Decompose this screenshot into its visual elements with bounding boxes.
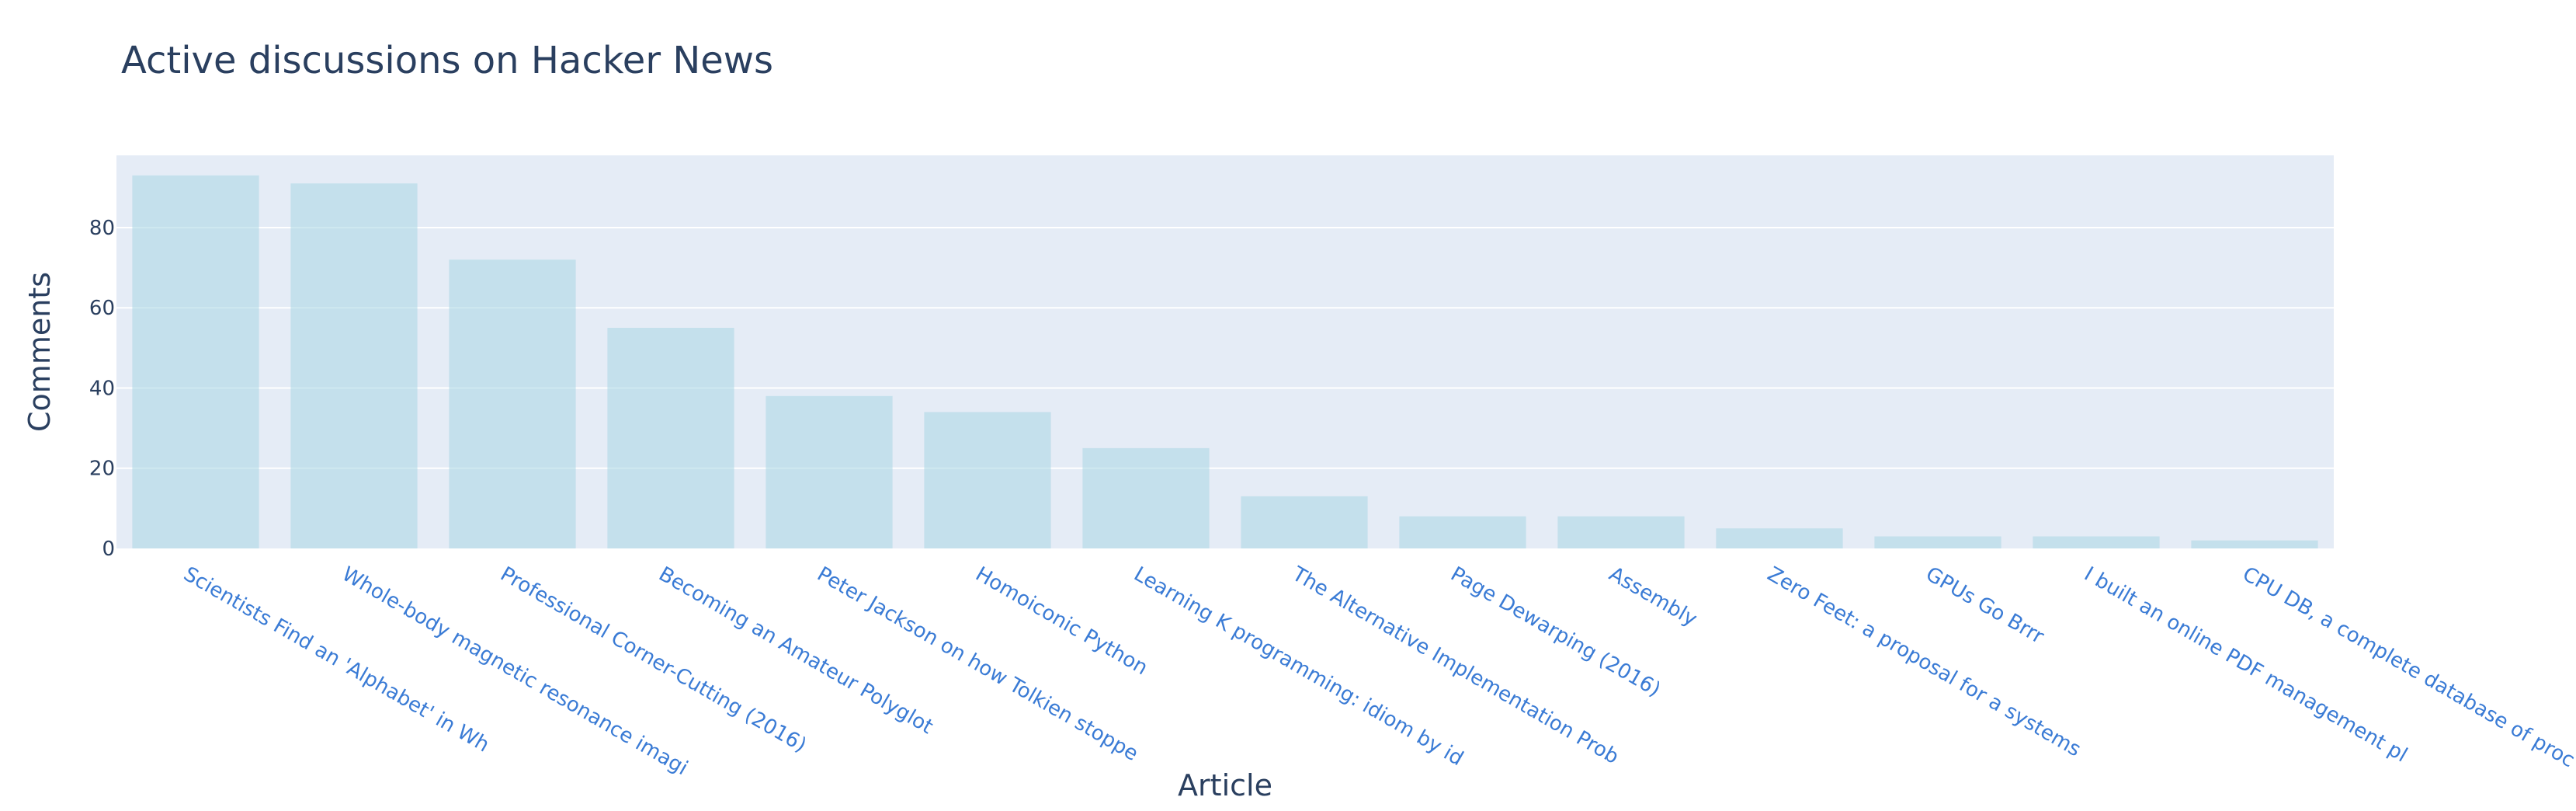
bar — [2191, 540, 2318, 548]
x-axis-title: Article — [1178, 768, 1272, 802]
bar — [1082, 447, 1210, 548]
x-tick-label: Assembly — [1605, 562, 1701, 632]
y-tick-label: 40 — [89, 377, 115, 400]
y-tick-label: 20 — [89, 458, 115, 481]
x-tick-label: Scientists Find an 'Alphabet' in Wh — [179, 562, 493, 757]
y-tick-label: 60 — [89, 297, 115, 320]
bar — [290, 183, 418, 548]
bars — [132, 175, 2318, 548]
chart-title: Active discussions on Hacker News — [121, 39, 774, 82]
bar — [1241, 496, 1368, 548]
y-axis-title: Comments — [23, 272, 57, 432]
x-tick-label: GPUs Go Brrr — [1922, 562, 2047, 649]
x-tick-label: Learning K programming: idiom by id — [1130, 562, 1467, 771]
bar — [2033, 536, 2160, 548]
bar — [1716, 528, 1843, 548]
x-tick-label: CPU DB, a complete database of proc — [2238, 562, 2576, 772]
bar — [1874, 536, 2001, 548]
bar — [766, 395, 893, 548]
x-tick-label: Zero Feet: a proposal for a systems — [1763, 562, 2085, 761]
x-tick-label: Professional Corner-Cutting (2016) — [496, 562, 810, 757]
x-tick-label: Whole-body magnetic resonance imagi — [338, 562, 692, 780]
bar — [1399, 516, 1526, 548]
y-tick-label: 80 — [89, 217, 115, 240]
x-tick-label: Peter Jackson on how Tolkien stoppe — [813, 562, 1142, 766]
x-tick-label: Becoming an Amateur Polyglot — [654, 562, 936, 739]
x-tick-label: I built an online PDF management pl — [2080, 562, 2411, 767]
x-tick-label: The Alternative Implementation Prob — [1287, 562, 1623, 769]
y-tick-label: 0 — [102, 538, 115, 561]
bar — [924, 412, 1051, 548]
y-axis-ticks: 0 20 40 60 80 — [89, 217, 115, 561]
bar — [607, 328, 734, 548]
bar — [132, 175, 259, 548]
bar — [449, 259, 576, 548]
bar — [1557, 516, 1685, 548]
x-axis-ticks: Scientists Find an 'Alphabet' in WhWhole… — [179, 562, 2576, 781]
